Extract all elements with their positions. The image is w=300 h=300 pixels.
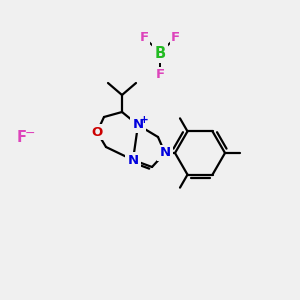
- Text: N: N: [128, 154, 139, 166]
- Text: +: +: [140, 115, 148, 125]
- Text: N: N: [132, 118, 144, 131]
- Text: O: O: [92, 125, 103, 139]
- Text: F: F: [140, 31, 149, 44]
- Text: N: N: [159, 146, 171, 160]
- Text: F: F: [171, 31, 180, 44]
- Text: F: F: [17, 130, 27, 145]
- Text: F: F: [155, 68, 165, 82]
- Text: −: −: [25, 127, 35, 140]
- Text: B: B: [154, 46, 166, 61]
